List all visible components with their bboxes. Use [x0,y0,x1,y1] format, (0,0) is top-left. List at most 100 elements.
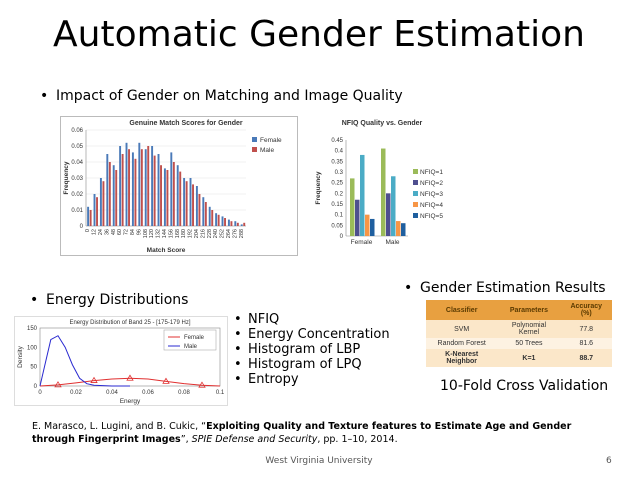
x-tick-label: 144 [162,229,168,238]
bar-male [179,171,182,226]
y-axis-label: Frequency [63,161,70,194]
energy-distribution-chart: Energy Distribution of Band 25 - [175-17… [14,316,228,406]
series-marker-female [126,374,134,381]
reference-venue: SPIE Defense and Security [191,434,318,445]
x-tick-label: 48 [111,229,117,235]
bar-female [170,152,173,226]
legend-swatch [413,180,418,185]
bar-male [121,154,124,226]
reference-paper-title: Exploiting Quality and Texture features … [32,421,572,445]
legend-label: Female [260,137,282,144]
table-row: K-Nearest Neighbor K=1 88.7 [426,349,612,367]
series-marker-female [198,381,206,388]
bar-male [115,170,118,226]
y-tick-label: 0.05 [71,144,83,150]
bullet-impact-text: Impact of Gender on Matching and Image Q… [56,88,403,104]
x-tick-label: 84 [130,229,136,235]
bullet-impact: • Impact of Gender on Matching and Image … [40,88,403,104]
bar-male [153,155,156,226]
x-tick-label: 36 [104,229,110,235]
y-tick-label: 0.05 [331,223,343,229]
x-tick-label: 204 [194,229,200,238]
legend-swatch [252,147,257,152]
reference-authors: E. Marasco, L. Lugini, and B. Cukic, “ [32,421,207,432]
bar-female [119,146,122,226]
bar-male [192,184,194,226]
table-row: Random Forest 50 Trees 81.6 [426,338,612,349]
legend-label: Male [184,344,198,350]
feature-item: Energy Concentration [234,327,390,342]
y-tick-label: 0.4 [335,149,344,155]
bar-female [195,186,198,226]
bullet-results: • Gender Estimation Results [404,280,606,296]
footer-university: West Virginia University [265,456,373,466]
table-cell: K-Nearest Neighbor [426,349,498,367]
bar-female [221,216,224,226]
bar-female [215,213,218,226]
y-axis-label: Density [17,345,24,367]
y-axis-label: Frequency [315,171,322,204]
bar-male [160,165,162,226]
bar-male [102,181,105,226]
bar-female [144,149,147,226]
feature-list: NFIQEnergy ConcentrationHistogram of LBP… [234,312,390,387]
x-tick-label: 276 [232,229,238,238]
table-cell: 88.7 [560,349,612,367]
bar-nfiq [401,223,406,236]
bar-nfiq [365,214,370,236]
x-tick-label: 288 [239,229,245,238]
legend-swatch [413,202,418,207]
bar-female [112,165,115,226]
chart-title: Energy Distribution of Band 25 - [175-17… [69,320,190,326]
bar-female [99,178,102,226]
y-tick-label: 0.1 [335,213,344,219]
x-axis-label: Energy [120,398,141,405]
legend-label: Female [184,335,205,341]
legend-swatch [413,191,418,196]
table-row: SVM Polynomial Kernel 77.8 [426,320,612,338]
bullet-dot: • [404,280,413,296]
x-tick-label: 180 [181,229,187,238]
x-tick-label: 252 [220,229,226,238]
y-tick-label: 0.45 [331,138,343,144]
x-tick-label: 228 [207,229,213,238]
x-tick-label: 108 [143,229,149,238]
bar-female [157,154,160,226]
cross-validation-label: 10-Fold Cross Validation [440,378,609,394]
y-tick-label: 0.25 [331,181,343,187]
y-tick-label: 0 [80,224,84,230]
bullet-energy-text: Energy Distributions [46,292,189,308]
bar-nfiq [396,221,401,236]
bullet-results-text: Gender Estimation Results [420,280,606,296]
x-tick-label: 0.06 [142,390,154,396]
table-header-cell: Parameters [497,300,561,320]
x-tick-label: 192 [188,229,194,238]
page-number: 6 [606,456,612,466]
table-cell: 50 Trees [497,338,561,349]
x-tick-label: 0.02 [70,390,82,396]
bar-female [138,142,141,226]
y-tick-label: 100 [27,345,38,351]
x-tick-label: 0.08 [178,390,190,396]
x-tick-label: 96 [136,229,142,235]
bar-nfiq [370,218,375,236]
bar-female [183,178,186,226]
y-tick-label: 0.03 [71,176,83,182]
x-axis-label: Match Score [147,247,186,254]
slide-title: Automatic Gender Estimation [53,14,585,55]
bar-nfiq [355,199,360,236]
bar-female [234,221,237,226]
table-header-row: Classifier Parameters Accuracy (%) [426,300,612,320]
bar-male [166,170,169,226]
table-cell: K=1 [497,349,561,367]
feature-item: Histogram of LPQ [234,357,390,372]
legend-swatch [252,137,257,142]
results-table: Classifier Parameters Accuracy (%) SVM P… [426,300,612,367]
legend-swatch [413,213,418,218]
bar-nfiq [381,148,386,236]
bar-female [93,194,96,226]
bullet-dot: • [40,88,49,104]
bar-female [106,154,109,226]
x-tick-label: 0 [85,229,91,232]
x-tick-label: 132 [156,229,162,238]
